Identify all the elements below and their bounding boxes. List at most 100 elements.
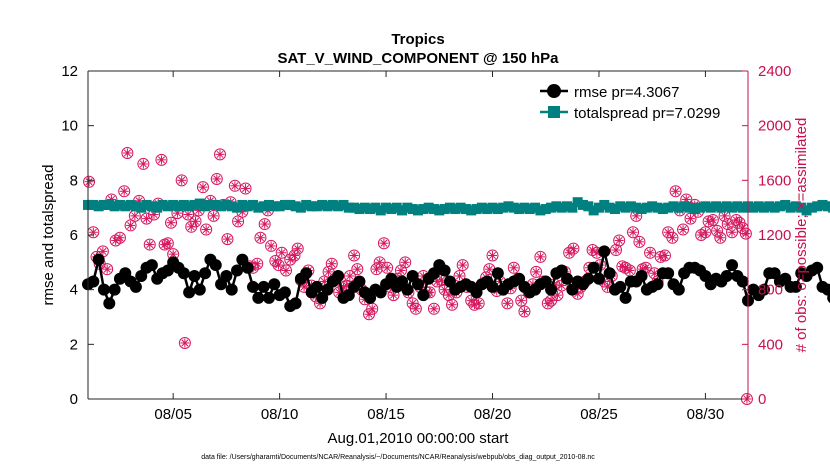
totalspread-point bbox=[572, 197, 583, 208]
totalspread-point bbox=[828, 202, 830, 213]
totalspread-point bbox=[274, 201, 285, 212]
obs-possible-marker bbox=[121, 147, 134, 159]
obs-count-point bbox=[472, 297, 485, 310]
totalspread-point bbox=[130, 201, 141, 212]
totalspread-point bbox=[327, 199, 338, 210]
obs-assimilated-marker bbox=[389, 291, 398, 299]
totalspread-point bbox=[535, 205, 546, 216]
obs-assimilated-marker bbox=[184, 210, 192, 219]
totalspread-point bbox=[428, 204, 439, 215]
obs-assimilated-marker bbox=[131, 212, 139, 220]
y2-tick-label: 1200 bbox=[758, 227, 791, 244]
rmse-point bbox=[332, 270, 345, 282]
obs-possible-marker bbox=[501, 297, 514, 310]
rmse-point bbox=[353, 275, 366, 288]
obs-possible-marker bbox=[739, 227, 752, 240]
totalspread-point bbox=[88, 199, 99, 210]
obs-possible-marker bbox=[658, 249, 671, 262]
obs-count-point bbox=[530, 265, 543, 278]
obs-possible-marker bbox=[699, 226, 712, 239]
obs-possible-marker bbox=[534, 250, 547, 263]
totalspread-point bbox=[812, 201, 823, 212]
obs-assimilated-marker bbox=[223, 235, 231, 243]
rmse-point bbox=[92, 253, 105, 266]
totalspread-point bbox=[226, 201, 237, 212]
rmse-point bbox=[257, 280, 270, 293]
obs-assimilated-marker bbox=[536, 253, 544, 261]
totalspread-point bbox=[737, 202, 748, 213]
obs-assimilated-marker bbox=[383, 264, 391, 272]
totalspread-point bbox=[205, 199, 216, 210]
obs-assimilated-marker bbox=[716, 234, 724, 242]
rmse-point bbox=[736, 275, 749, 288]
obs-assimilated-marker bbox=[642, 264, 650, 272]
obs-possible-marker bbox=[633, 235, 646, 248]
obs-assimilated-marker bbox=[256, 234, 264, 242]
totalspread-point bbox=[354, 204, 365, 215]
rmse-point bbox=[193, 283, 206, 296]
obs-possible-marker bbox=[567, 242, 580, 255]
obs-count-point bbox=[228, 179, 241, 192]
totalspread-point bbox=[652, 202, 663, 213]
obs-possible-marker bbox=[140, 212, 153, 225]
obs-possible-marker bbox=[288, 249, 301, 262]
obs-possible-marker bbox=[530, 265, 543, 278]
rmse-point bbox=[672, 283, 685, 296]
totalspread-point bbox=[460, 204, 471, 215]
obs-count-point bbox=[486, 249, 499, 262]
totalspread-point bbox=[817, 199, 828, 210]
obs-assimilated-marker bbox=[216, 150, 224, 158]
obs-assimilated-marker bbox=[167, 219, 175, 227]
obs-count-point bbox=[699, 226, 712, 239]
legend-box bbox=[527, 77, 745, 123]
obs-assimilated-marker bbox=[294, 245, 302, 253]
totalspread-point bbox=[285, 199, 296, 210]
obs-possible-marker bbox=[196, 181, 209, 194]
totalspread-point bbox=[381, 202, 392, 213]
obs-assimilated-marker bbox=[664, 228, 672, 236]
totalspread-point bbox=[375, 205, 386, 216]
totalspread-point bbox=[636, 204, 647, 215]
totalspread-point bbox=[210, 199, 221, 210]
totalspread-point bbox=[178, 199, 189, 210]
obs-possible-marker bbox=[275, 246, 288, 259]
totalspread-point bbox=[444, 202, 455, 213]
obs-count-point bbox=[427, 302, 440, 315]
obs-assimilated-marker bbox=[430, 305, 438, 313]
obs-count-point bbox=[113, 231, 126, 244]
obs-assimilated-marker bbox=[401, 258, 409, 266]
obs-count-point bbox=[718, 209, 731, 222]
obs-assimilated-marker bbox=[164, 239, 172, 247]
obs-assimilated-marker bbox=[368, 305, 376, 313]
obs-count-point bbox=[534, 250, 547, 263]
obs-count-point bbox=[254, 231, 267, 244]
obs-count-point bbox=[373, 256, 386, 269]
rmse-point bbox=[417, 289, 430, 302]
obs-count-point bbox=[239, 182, 252, 195]
totalspread-point bbox=[162, 201, 173, 212]
obs-count-point bbox=[633, 235, 646, 248]
rmse-point bbox=[561, 272, 574, 285]
x-axis-label: Aug.01,2010 00:00:00 start bbox=[328, 430, 510, 447]
totalspread-point bbox=[625, 201, 636, 212]
obs-count-point bbox=[623, 264, 636, 277]
totalspread-point bbox=[146, 201, 157, 212]
rmse-point bbox=[278, 286, 291, 299]
obs-assimilated-marker bbox=[629, 228, 637, 236]
totalspread-point bbox=[216, 201, 227, 212]
obs-possible-marker bbox=[399, 256, 412, 269]
totalspread-point bbox=[503, 201, 514, 212]
obs-assimilated-marker bbox=[409, 299, 417, 307]
legend-rmse-label: rmse pr=4.3067 bbox=[574, 84, 679, 101]
obs-count-point bbox=[221, 233, 234, 246]
obs-count-point bbox=[677, 223, 690, 236]
obs-count-point bbox=[291, 242, 304, 255]
y2-tick-label: 0 bbox=[758, 391, 766, 408]
obs-possible-marker bbox=[627, 226, 640, 239]
obs-possible-marker bbox=[165, 216, 178, 229]
totalspread-point bbox=[673, 202, 684, 213]
obs-assimilated-marker bbox=[103, 265, 111, 273]
totalspread-point bbox=[721, 201, 732, 212]
obs-possible-marker bbox=[351, 263, 364, 276]
obs-possible-marker bbox=[221, 233, 234, 246]
